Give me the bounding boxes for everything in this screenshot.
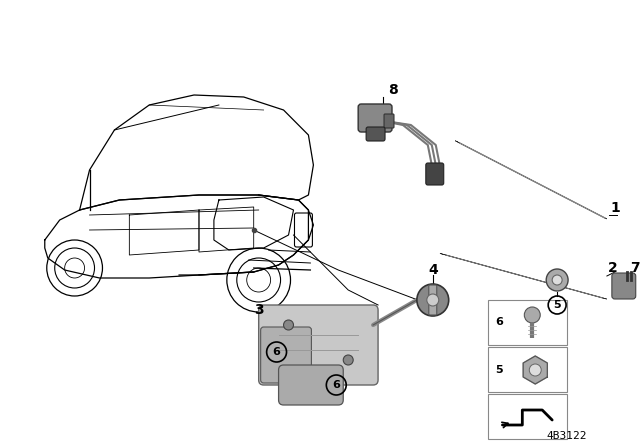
Text: 6: 6	[495, 317, 504, 327]
Text: 7: 7	[630, 261, 639, 275]
Polygon shape	[440, 254, 607, 299]
Bar	[488, 394, 567, 439]
Text: 3: 3	[254, 303, 264, 317]
FancyBboxPatch shape	[366, 127, 385, 141]
Circle shape	[284, 320, 294, 330]
Text: 5: 5	[554, 300, 561, 310]
Bar	[488, 347, 567, 392]
Circle shape	[427, 294, 439, 306]
FancyBboxPatch shape	[426, 163, 444, 185]
Circle shape	[529, 364, 541, 376]
Text: 6: 6	[273, 347, 280, 357]
FancyBboxPatch shape	[429, 285, 436, 315]
FancyBboxPatch shape	[612, 273, 636, 299]
Polygon shape	[455, 141, 607, 219]
Circle shape	[343, 355, 353, 365]
Circle shape	[524, 307, 540, 323]
Text: 5: 5	[495, 365, 503, 375]
FancyBboxPatch shape	[278, 365, 343, 405]
FancyBboxPatch shape	[384, 114, 394, 128]
FancyBboxPatch shape	[260, 327, 312, 383]
Bar	[488, 300, 567, 345]
Text: 2: 2	[608, 261, 618, 275]
FancyBboxPatch shape	[259, 305, 378, 385]
Text: 4B3122: 4B3122	[547, 431, 588, 441]
Text: 1: 1	[610, 201, 620, 215]
Polygon shape	[523, 356, 547, 384]
Circle shape	[552, 275, 562, 285]
Text: 8: 8	[388, 83, 398, 97]
Text: 4: 4	[428, 263, 438, 277]
Circle shape	[417, 284, 449, 316]
FancyBboxPatch shape	[358, 104, 392, 132]
Text: 6: 6	[332, 380, 340, 390]
Circle shape	[546, 269, 568, 291]
